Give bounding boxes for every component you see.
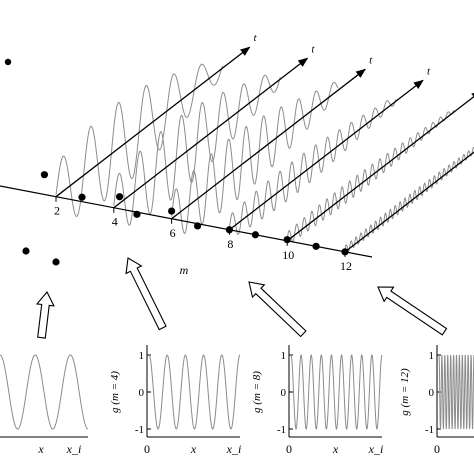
inset-x-tick-label: x (190, 442, 197, 456)
data-dot (133, 210, 141, 218)
wave-m-4 (113, 74, 281, 226)
m-axis-label: m (180, 263, 189, 277)
wave-m-2 (55, 63, 223, 217)
inset-x-tick-label: 0 (286, 442, 292, 456)
inset-y-tick-label: 1 (281, 350, 287, 362)
data-dot (225, 226, 233, 234)
time-series-waves (55, 63, 474, 252)
data-dot (312, 242, 320, 250)
inset-plots: x x_i10-1g (m = 4)0 x x_i10-1g (m = 8)0 x x_i… (0, 345, 474, 456)
time-axis-m-10 (286, 90, 474, 242)
data-dot (78, 193, 86, 201)
data-dots (4, 58, 349, 266)
inset-x-tick-label: 0 (144, 442, 150, 456)
m-tick-label: 12 (340, 259, 352, 273)
arrow-inset-4 (377, 286, 448, 336)
time-axis-m-6 (171, 68, 366, 220)
data-dot (40, 171, 49, 179)
time-axis-m-2 (55, 46, 251, 198)
inset-y-tick-label: -1 (425, 424, 434, 436)
inset-1: x x_i (0, 354, 89, 456)
inset-y-tick-label: 1 (139, 350, 145, 362)
m-tick-label: 10 (282, 248, 294, 262)
hollow-arrows (35, 257, 448, 339)
data-dot (22, 247, 30, 255)
inset-y-label: g (m = 12) (399, 368, 411, 416)
m-tick-label: 2 (54, 204, 60, 218)
inset-3: 10-1g (m = 8)0 x x_i (251, 345, 383, 456)
time-axis-m-4 (113, 57, 309, 209)
data-dot (4, 58, 12, 66)
m-axis: 2 4 6 8 10 12 m (0, 185, 373, 277)
inset-y-tick-label: -1 (277, 424, 286, 436)
data-dot (168, 207, 176, 215)
inset-wave (0, 354, 89, 430)
time-axis-label: t (369, 54, 373, 66)
wave-m-10 (286, 110, 455, 243)
wave-m-8 (228, 99, 397, 235)
data-dot (251, 231, 260, 239)
arrow-inset-3 (248, 281, 307, 338)
inset-y-tick-label: 0 (281, 387, 287, 399)
inset-x-tick-label: x_i (66, 442, 82, 456)
inset-4: 10-1g (m = 12)0 (399, 345, 474, 456)
inset-x-tick-label: x (37, 442, 44, 456)
m-tick-label: 4 (112, 215, 118, 229)
time-axis-label: t (254, 32, 258, 44)
m-tick-label: 6 (170, 226, 176, 240)
arrow-inset-2 (125, 257, 167, 331)
inset-wave (290, 354, 383, 430)
time-axis-label: t (427, 65, 431, 77)
time-axis-m-12 (344, 151, 474, 253)
inset-y-label: g (m = 8) (251, 371, 263, 413)
arrow-inset-1 (35, 291, 55, 339)
inset-wave (148, 354, 241, 430)
wave-m-12 (344, 146, 474, 252)
inset-wave (438, 354, 474, 430)
data-dot (52, 258, 60, 266)
inset-y-label: g (m = 4) (109, 371, 121, 413)
m-tick-label: 8 (227, 237, 233, 251)
inset-2: 10-1g (m = 4)0 x x_i (109, 345, 241, 456)
inset-x-tick-label: x_i (368, 442, 384, 456)
time-axis-m-8 (229, 79, 424, 231)
inset-y-tick-label: 0 (139, 387, 145, 399)
data-dot (283, 236, 291, 244)
inset-y-tick-label: 0 (429, 387, 435, 399)
inset-y-tick-label: -1 (135, 424, 144, 436)
wave-m-6 (171, 81, 339, 234)
data-dot (341, 248, 349, 256)
time-axis-label: t (311, 43, 315, 55)
time-axes: tttttt (55, 32, 474, 253)
data-dot (115, 193, 124, 201)
inset-y-tick-label: 1 (429, 350, 435, 362)
inset-x-tick-label: x (332, 442, 339, 456)
data-dot (194, 222, 202, 230)
inset-x-tick-label: 0 (434, 442, 440, 456)
m-axis-line (0, 185, 373, 258)
inset-x-tick-label: x_i (226, 442, 242, 456)
